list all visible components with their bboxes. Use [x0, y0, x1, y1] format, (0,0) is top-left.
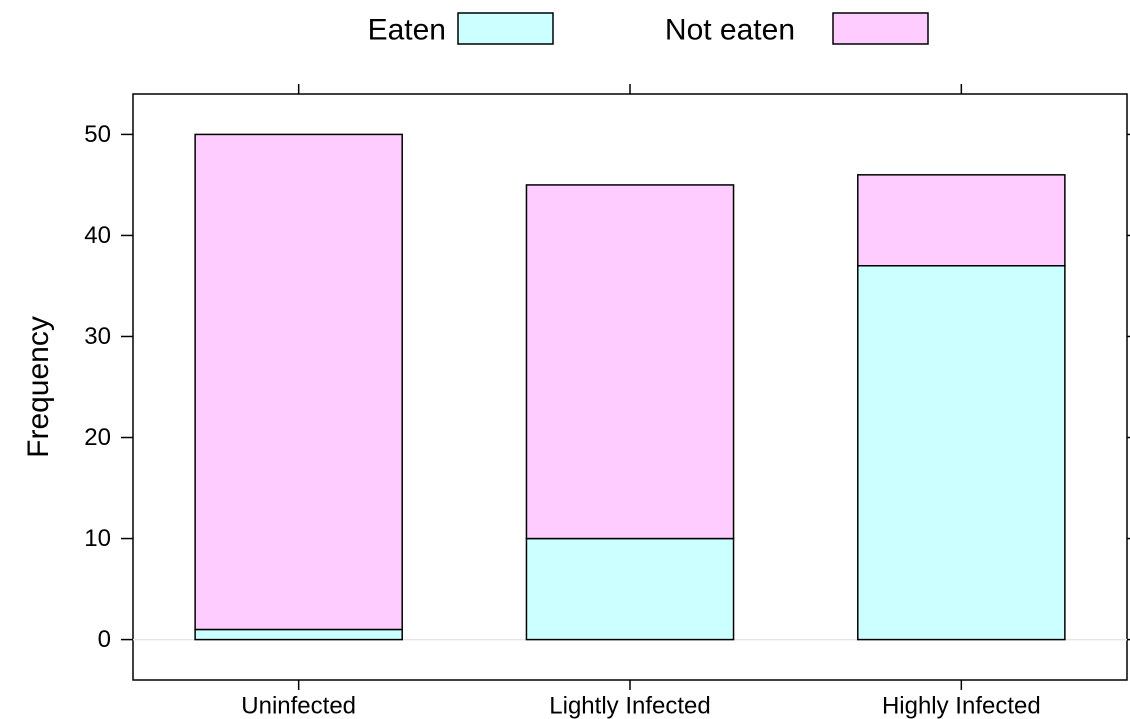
x-axis: Uninfected Lightly Infected Highly Infecte… [241, 84, 1041, 719]
y-tick-label: 40 [84, 222, 111, 249]
y-tick-label: 0 [98, 626, 111, 653]
bar-lightly-infected-not-eaten [525, 184, 735, 540]
y-tick-label: 50 [84, 121, 111, 148]
legend: Eaten Not eaten [368, 12, 929, 47]
y-tick-label: 20 [84, 424, 111, 451]
x-tick-label: Highly Infected [882, 693, 1041, 719]
y-tick-label: 10 [84, 525, 111, 552]
bar-uninfected-not-eaten [194, 133, 403, 631]
x-tick-label: Uninfected [241, 693, 356, 719]
bar-uninfected-eaten [194, 628, 403, 641]
legend-swatch [832, 12, 929, 45]
y-tick-label: 30 [84, 323, 111, 350]
legend-swatch [457, 12, 554, 45]
bar-highly-infected-not-eaten [857, 174, 1066, 267]
legend-label: Not eaten [665, 14, 795, 47]
bar-highly-infected-eaten [857, 265, 1066, 641]
bar-lightly-infected-eaten [525, 537, 735, 641]
bars [194, 133, 1066, 641]
y-axis-title: Frequency [22, 316, 55, 458]
y-axis-right [1127, 133, 1130, 641]
legend-label: Eaten [368, 14, 446, 47]
x-tick-label: Lightly Infected [549, 693, 710, 719]
y-axis-left: 0 10 20 30 40 50 [84, 121, 133, 653]
